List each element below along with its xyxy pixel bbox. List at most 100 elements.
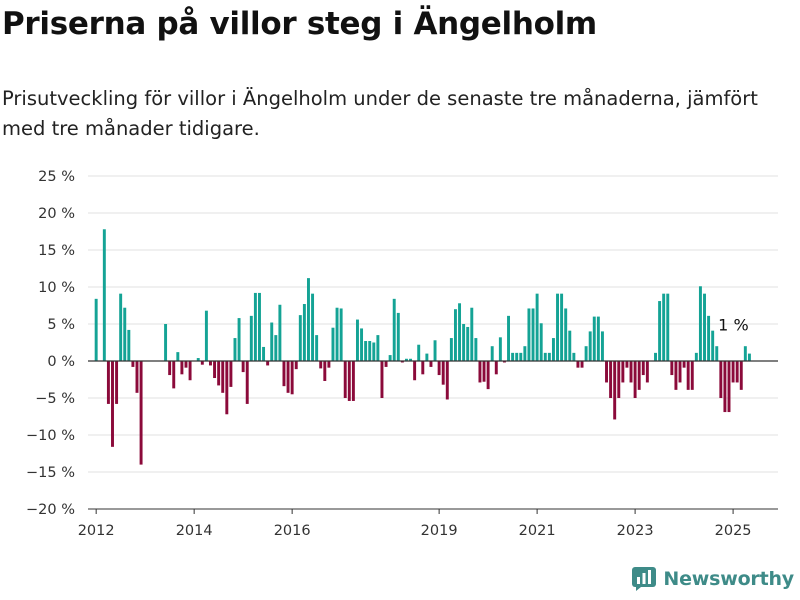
bar-positive	[376, 335, 380, 361]
bar-negative	[678, 361, 682, 383]
bar-positive	[527, 308, 531, 361]
bar-positive	[372, 342, 376, 361]
bar-negative	[421, 361, 425, 375]
y-tick-label: 25 %	[38, 169, 75, 185]
bar-positive	[666, 293, 670, 361]
bar-positive	[466, 326, 470, 361]
bar-negative	[115, 361, 119, 404]
bar-negative	[670, 361, 674, 376]
bar-negative	[286, 361, 290, 393]
bar-negative	[106, 361, 110, 404]
bar-negative	[200, 361, 204, 365]
bar-negative	[486, 361, 490, 390]
bar-positive	[94, 298, 98, 361]
bar-positive	[364, 341, 368, 361]
bar-positive	[433, 340, 437, 361]
bar-positive	[458, 303, 462, 361]
bar-negative	[723, 361, 727, 413]
bar-positive	[388, 355, 392, 361]
bar-negative	[633, 361, 637, 398]
bar-positive	[262, 346, 266, 361]
bar-negative	[217, 361, 221, 386]
bar-positive	[592, 316, 596, 361]
bar-negative	[637, 361, 641, 390]
bar-positive	[662, 293, 666, 361]
bar-positive	[588, 331, 592, 361]
bar-positive	[449, 338, 453, 361]
bar-positive	[176, 352, 180, 361]
bar-negative	[221, 361, 225, 393]
x-tick-label: 2019	[421, 523, 458, 539]
bar-positive	[404, 358, 408, 361]
bar-negative	[494, 361, 498, 375]
bar-positive	[519, 352, 523, 361]
bar-negative	[282, 361, 286, 387]
bar-positive	[703, 293, 706, 361]
bar-negative	[380, 361, 384, 398]
bar-negative	[617, 361, 621, 398]
bar-positive	[507, 315, 511, 361]
bar-negative	[111, 361, 114, 447]
bar-negative	[445, 361, 449, 400]
bar-positive	[164, 324, 168, 361]
x-tick-label: 2023	[617, 523, 654, 539]
bar-negative	[629, 361, 633, 383]
y-tick-label: −10 %	[26, 428, 75, 444]
bar-positive	[396, 312, 400, 361]
bar-positive	[249, 315, 253, 361]
bar-positive	[274, 335, 278, 361]
bar-negative	[690, 361, 694, 390]
bar-negative	[245, 361, 249, 404]
bar-negative	[323, 361, 327, 381]
bar-negative	[613, 361, 617, 420]
bar-positive	[258, 292, 261, 361]
bar-positive	[474, 338, 478, 361]
bar-positive	[123, 307, 127, 361]
x-tick-label: 2021	[519, 523, 556, 539]
bar-positive	[747, 353, 751, 361]
bar-negative	[384, 361, 388, 367]
bar-positive	[707, 315, 711, 361]
bar-positive	[302, 304, 306, 361]
x-tick-label: 2012	[78, 523, 115, 539]
bar-negative	[351, 361, 355, 401]
bar-negative	[131, 361, 135, 367]
y-tick-label: 5 %	[47, 317, 75, 333]
bar-negative	[645, 361, 649, 383]
last-value-label: 1 %	[718, 316, 748, 335]
bar-negative	[625, 361, 629, 368]
bar-positive	[556, 293, 559, 361]
bar-negative	[209, 361, 212, 366]
bar-positive	[270, 322, 274, 361]
bar-positive	[237, 318, 241, 361]
bar-negative	[727, 361, 731, 413]
bar-positive	[196, 358, 200, 361]
bar-positive	[711, 330, 715, 361]
bar-negative	[682, 361, 686, 368]
bar-positive	[654, 352, 657, 361]
bar-negative	[266, 361, 270, 366]
bar-negative	[327, 361, 331, 368]
bar-negative	[290, 361, 294, 395]
bar-positive	[490, 346, 494, 361]
bar-positive	[560, 293, 564, 361]
bar-positive	[417, 344, 421, 361]
bar-negative	[576, 361, 580, 368]
bar-negative	[686, 361, 690, 390]
bar-negative	[343, 361, 347, 398]
page-title: Priserna på villor steg i Ängelholm	[2, 6, 597, 42]
bar-positive	[658, 301, 662, 361]
bar-positive	[253, 292, 257, 361]
bar-negative	[347, 361, 351, 401]
bar-negative	[674, 361, 678, 390]
bar-negative	[580, 361, 584, 368]
bar-positive	[535, 293, 539, 361]
bar-positive	[355, 319, 359, 361]
bar-positive	[392, 298, 396, 361]
bar-positive	[551, 338, 555, 361]
bar-negative	[139, 361, 143, 465]
bar-negative	[719, 361, 723, 398]
newsworthy-logo-text: Newsworthy	[663, 568, 794, 590]
bar-positive	[539, 323, 543, 361]
